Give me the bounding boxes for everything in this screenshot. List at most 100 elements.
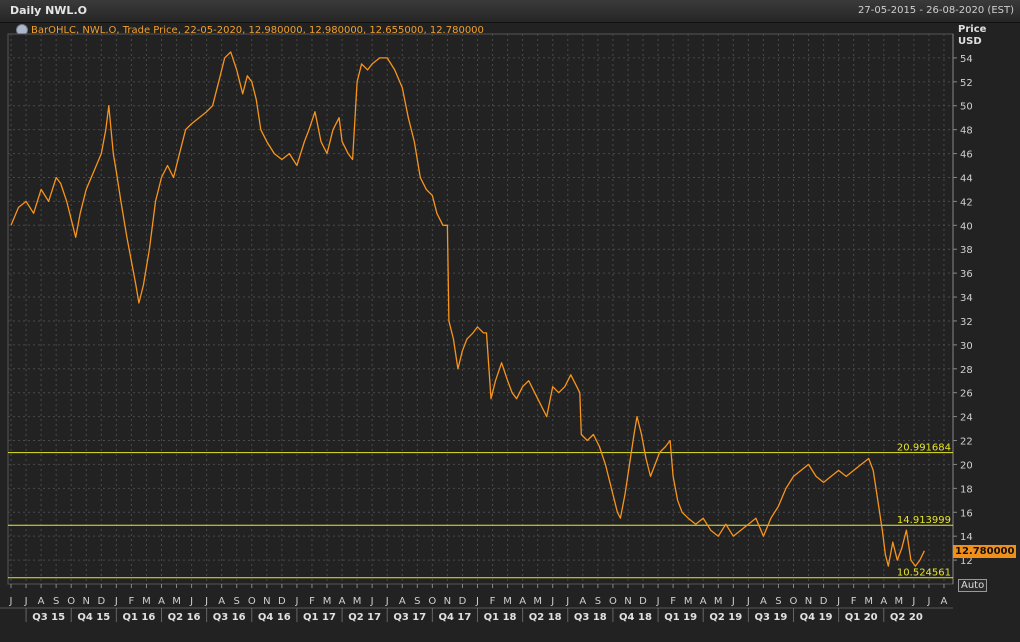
y-tick-label: 12	[960, 556, 973, 567]
y-tick-label: 22	[960, 437, 973, 448]
y-tick-label: 38	[960, 245, 973, 256]
month-label: S	[234, 596, 240, 607]
quarter-label: Q3 19	[754, 612, 787, 623]
y-tick-label: 14	[960, 532, 973, 543]
quarter-label: Q2 17	[348, 612, 381, 623]
month-label: A	[941, 596, 948, 607]
month-label: J	[565, 596, 569, 607]
month-label: J	[9, 596, 13, 607]
month-label: A	[700, 596, 707, 607]
plot-area	[7, 33, 954, 585]
month-label: S	[595, 596, 601, 607]
month-label: A	[880, 596, 887, 607]
month-label: M	[142, 596, 151, 607]
month-label: D	[97, 596, 105, 607]
month-label: J	[746, 596, 750, 607]
y-tick-label: 30	[960, 341, 973, 352]
price-chart[interactable]: 12 14 16 18 20 22 24 26 28 30 32 34 36 38 40 42 44 46 48 50…	[0, 22, 1020, 642]
quarter-label: Q4 16	[258, 612, 291, 623]
y-tick-label: 18	[960, 484, 973, 495]
month-label: A	[760, 596, 767, 607]
month-label: J	[731, 596, 735, 607]
legend-text: BarOHLC, NWL.O, Trade Price, 22-05-2020,…	[31, 24, 484, 36]
quarter-label: Q3 15	[32, 612, 65, 623]
month-label: O	[67, 596, 75, 607]
quarter-label: Q1 17	[303, 612, 336, 623]
month-label: J	[370, 596, 374, 607]
month-label: O	[609, 596, 617, 607]
currency-label: USD	[958, 36, 982, 47]
y-tick-label: 34	[960, 293, 973, 304]
reference-line-label: 10.524561	[897, 568, 951, 579]
month-label: M	[864, 596, 873, 607]
quarter-label: Q3 18	[574, 612, 607, 623]
month-label: N	[83, 596, 90, 607]
month-label: M	[533, 596, 542, 607]
month-label: A	[38, 596, 45, 607]
month-label: J	[24, 596, 28, 607]
month-label: F	[851, 596, 857, 607]
quarter-label: Q2 19	[709, 612, 742, 623]
chart-title: Daily NWL.O	[10, 4, 87, 17]
month-label: M	[684, 596, 693, 607]
quarter-label: Q2 20	[890, 612, 923, 623]
month-label: A	[519, 596, 526, 607]
month-label: J	[911, 596, 915, 607]
y-tick-label: 54	[960, 54, 973, 65]
quarter-label: Q3 16	[213, 612, 246, 623]
month-label: O	[248, 596, 256, 607]
y-tick-label: 46	[960, 150, 973, 161]
month-label: O	[790, 596, 798, 607]
quarter-label: Q1 18	[484, 612, 517, 623]
month-label: F	[309, 596, 315, 607]
month-label: S	[775, 596, 781, 607]
y-tick-label: 50	[960, 102, 973, 113]
price-series-line	[10, 51, 925, 567]
auto-scale-button[interactable]: Auto	[958, 579, 988, 592]
last-price-badge: 12.780000	[953, 545, 1017, 558]
y-tick-label: 26	[960, 389, 973, 400]
month-label: D	[820, 596, 828, 607]
y-tick-label: 32	[960, 317, 973, 328]
month-label: J	[204, 596, 208, 607]
month-label: A	[339, 596, 346, 607]
reference-line-label: 20.991684	[897, 443, 951, 454]
month-label: S	[53, 596, 59, 607]
month-label: D	[639, 596, 647, 607]
date-range[interactable]: 27-05-2015 - 26-08-2020 (EST)	[858, 5, 1014, 16]
month-label: J	[836, 596, 840, 607]
quarter-label: Q4 15	[77, 612, 110, 623]
month-label: J	[385, 596, 389, 607]
y-tick-label: 20	[960, 460, 973, 471]
month-label: N	[805, 596, 812, 607]
month-label: J	[926, 596, 930, 607]
quarter-label: Q4 17	[438, 612, 471, 623]
month-label: J	[294, 596, 298, 607]
y-tick-label: 48	[960, 126, 973, 137]
month-label: N	[444, 596, 451, 607]
month-label: D	[278, 596, 286, 607]
month-label: J	[656, 596, 660, 607]
month-label: J	[550, 596, 554, 607]
quarter-label: Q1 16	[122, 612, 155, 623]
quarter-label: Q1 20	[845, 612, 878, 623]
month-label: N	[263, 596, 270, 607]
month-label: F	[670, 596, 676, 607]
y-tick-label: 42	[960, 197, 973, 208]
month-label: M	[323, 596, 332, 607]
month-label: J	[114, 596, 118, 607]
price-axis-label: Price	[958, 24, 987, 35]
y-tick-label: 24	[960, 413, 973, 424]
month-label: J	[475, 596, 479, 607]
price-axis-title: Price USD	[958, 24, 986, 48]
month-label: F	[129, 596, 135, 607]
month-label: M	[172, 596, 181, 607]
y-tick-label: 28	[960, 365, 973, 376]
month-label: D	[459, 596, 467, 607]
month-label: J	[189, 596, 193, 607]
title-bar: Daily NWL.O 27-05-2015 - 26-08-2020 (EST…	[0, 0, 1020, 23]
y-tick-label: 40	[960, 221, 973, 232]
y-tick-label: 16	[960, 508, 973, 519]
quarter-label: Q2 16	[168, 612, 201, 623]
